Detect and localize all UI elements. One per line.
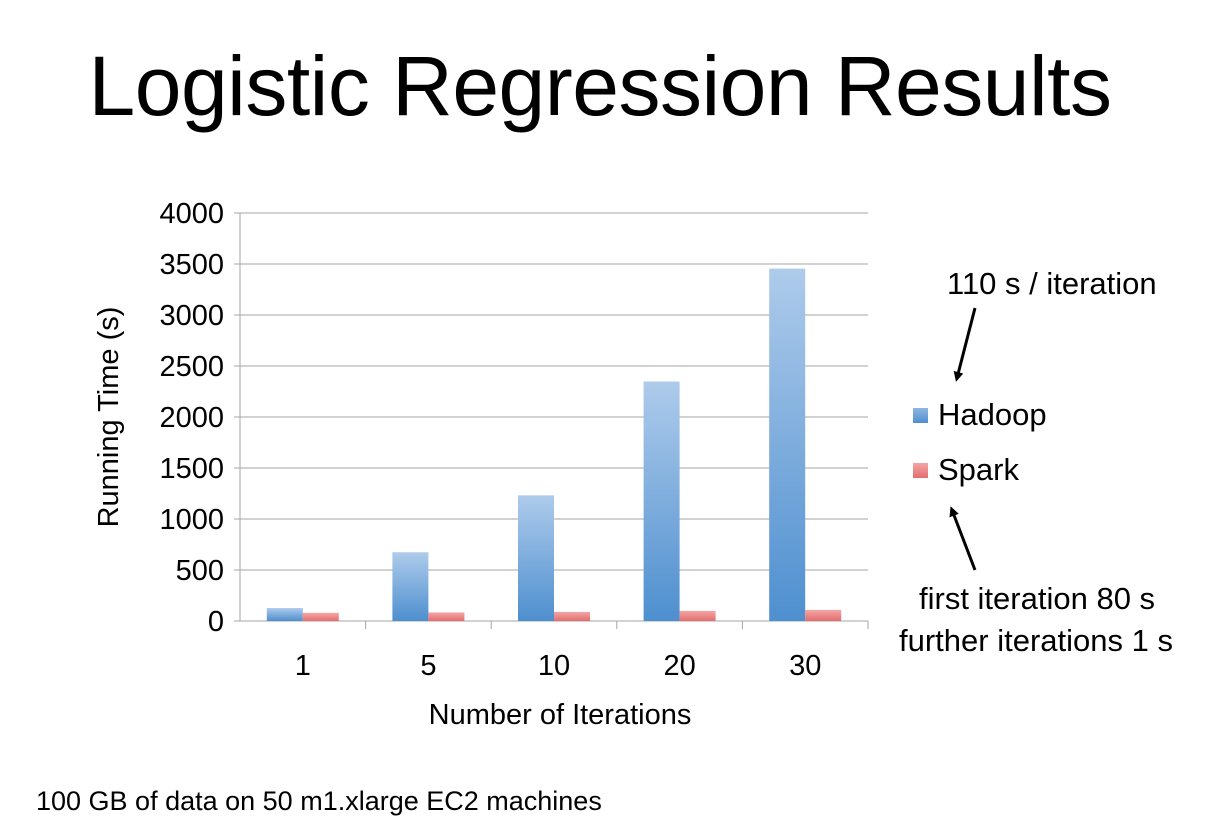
slide-footer: 100 GB of data on 50 m1.xlarge EC2 machi… — [36, 786, 602, 816]
x-tick-label: 1 — [295, 650, 311, 682]
legend-label-spark: Spark — [938, 452, 1019, 487]
y-tick-label: 500 — [176, 555, 224, 587]
x-axis-title: Number of Iterations — [429, 699, 692, 731]
x-tick-label: 30 — [789, 650, 821, 682]
legend-label-hadoop: Hadoop — [938, 397, 1047, 432]
bar-spark-1 — [302, 612, 339, 621]
y-tick-label: 1000 — [159, 504, 224, 536]
y-tick-label: 3000 — [159, 300, 224, 332]
y-tick-label: 2000 — [159, 402, 224, 434]
slide-title: Logistic Regression Results — [88, 39, 1112, 133]
y-tick-label: 0 — [208, 606, 224, 638]
bar-spark-5 — [428, 612, 465, 621]
spark-note-arrow — [949, 506, 977, 571]
legend-swatch-spark — [913, 462, 928, 478]
x-tick-label: 10 — [538, 650, 570, 682]
y-tick-label: 1500 — [159, 453, 224, 485]
bar-hadoop-20 — [643, 381, 680, 621]
y-tick-label: 4000 — [159, 198, 224, 230]
spark-annotation-line1: first iteration 80 s — [919, 581, 1156, 616]
x-tick-label: 20 — [663, 650, 695, 682]
x-tick-label: 5 — [420, 650, 436, 682]
bar-hadoop-30 — [769, 268, 806, 621]
hadoop-annotation: 110 s / iteration — [947, 266, 1157, 301]
bar-spark-10 — [554, 611, 590, 621]
hadoop-note-arrow — [953, 307, 977, 382]
legend-item-spark: Spark — [913, 452, 1019, 488]
spark-annotation-line2: further iterations 1 s — [899, 623, 1173, 658]
y-axis-title: Running Time (s) — [93, 307, 125, 528]
legend-swatch-hadoop — [913, 407, 928, 423]
bar-spark-30 — [805, 609, 842, 621]
legend-item-hadoop: Hadoop — [913, 397, 1047, 433]
bar-hadoop-10 — [518, 495, 554, 621]
y-tick-label: 2500 — [159, 351, 224, 383]
bar-hadoop-1 — [266, 608, 303, 621]
bar-hadoop-5 — [392, 552, 429, 621]
bar-spark-20 — [679, 610, 716, 621]
y-tick-label: 3500 — [159, 249, 224, 281]
